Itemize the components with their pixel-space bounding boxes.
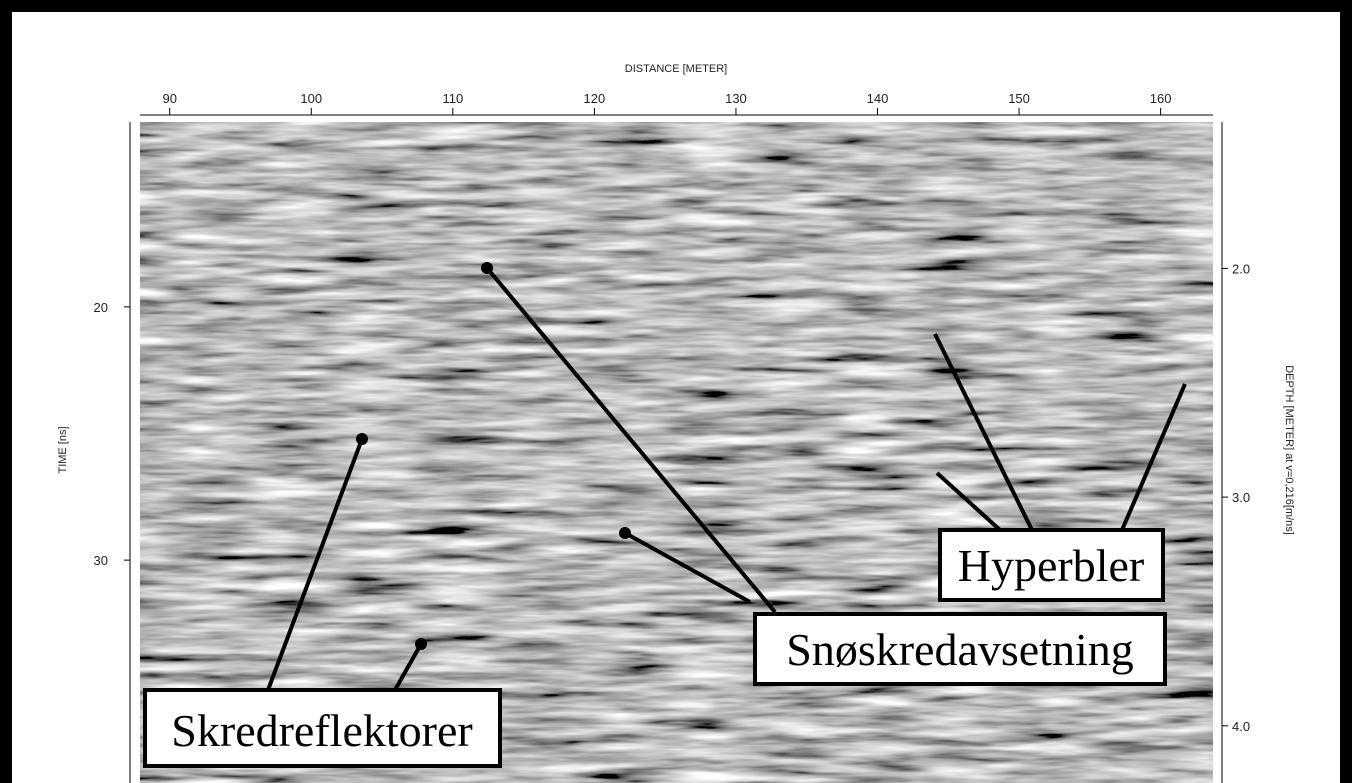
pointer bbox=[1120, 383, 1187, 531]
x-tick-label: 150 bbox=[1008, 91, 1030, 106]
x-tick-label: 160 bbox=[1150, 91, 1172, 106]
y2-tick-label: 3.0 bbox=[1232, 490, 1250, 505]
y2-tick-label: 2.0 bbox=[1232, 261, 1250, 276]
pointer bbox=[266, 438, 364, 691]
x-tick-label: 130 bbox=[725, 91, 747, 106]
pointer bbox=[933, 333, 1034, 531]
annotation-box bbox=[143, 688, 502, 768]
x-axis-title: DISTANCE [METER] bbox=[625, 63, 727, 75]
pointer-dot bbox=[356, 433, 368, 445]
annotation-box bbox=[938, 528, 1165, 602]
annotation: Hyperbler bbox=[958, 540, 1144, 591]
annotation-box bbox=[753, 612, 1167, 686]
x-tick-label: 120 bbox=[584, 91, 606, 106]
y2-tick-label: 4.0 bbox=[1232, 719, 1250, 734]
pointer-dot bbox=[481, 262, 493, 274]
x-tick-label: 90 bbox=[162, 91, 176, 106]
x-tick-label: 140 bbox=[867, 91, 889, 106]
pointer bbox=[393, 643, 423, 691]
pointer bbox=[935, 471, 1002, 532]
pointer-dot bbox=[619, 527, 631, 539]
annotation: Skredreflektorer bbox=[171, 705, 472, 756]
y-tick-label: 20 bbox=[94, 300, 108, 315]
pointer bbox=[485, 266, 777, 614]
pointers bbox=[266, 262, 1187, 691]
pointer bbox=[624, 531, 751, 604]
pointer-dot bbox=[415, 638, 427, 650]
x-tick-label: 100 bbox=[300, 91, 322, 106]
y-axis-title: TIME [ns] bbox=[57, 426, 69, 473]
y2-axis-title: DEPTH [METER] at v=0,216[m/ns] bbox=[1283, 365, 1295, 535]
annotation: Snøskredavsetning bbox=[786, 624, 1134, 675]
y-tick-label: 30 bbox=[94, 553, 108, 568]
x-tick-label: 110 bbox=[442, 91, 463, 106]
